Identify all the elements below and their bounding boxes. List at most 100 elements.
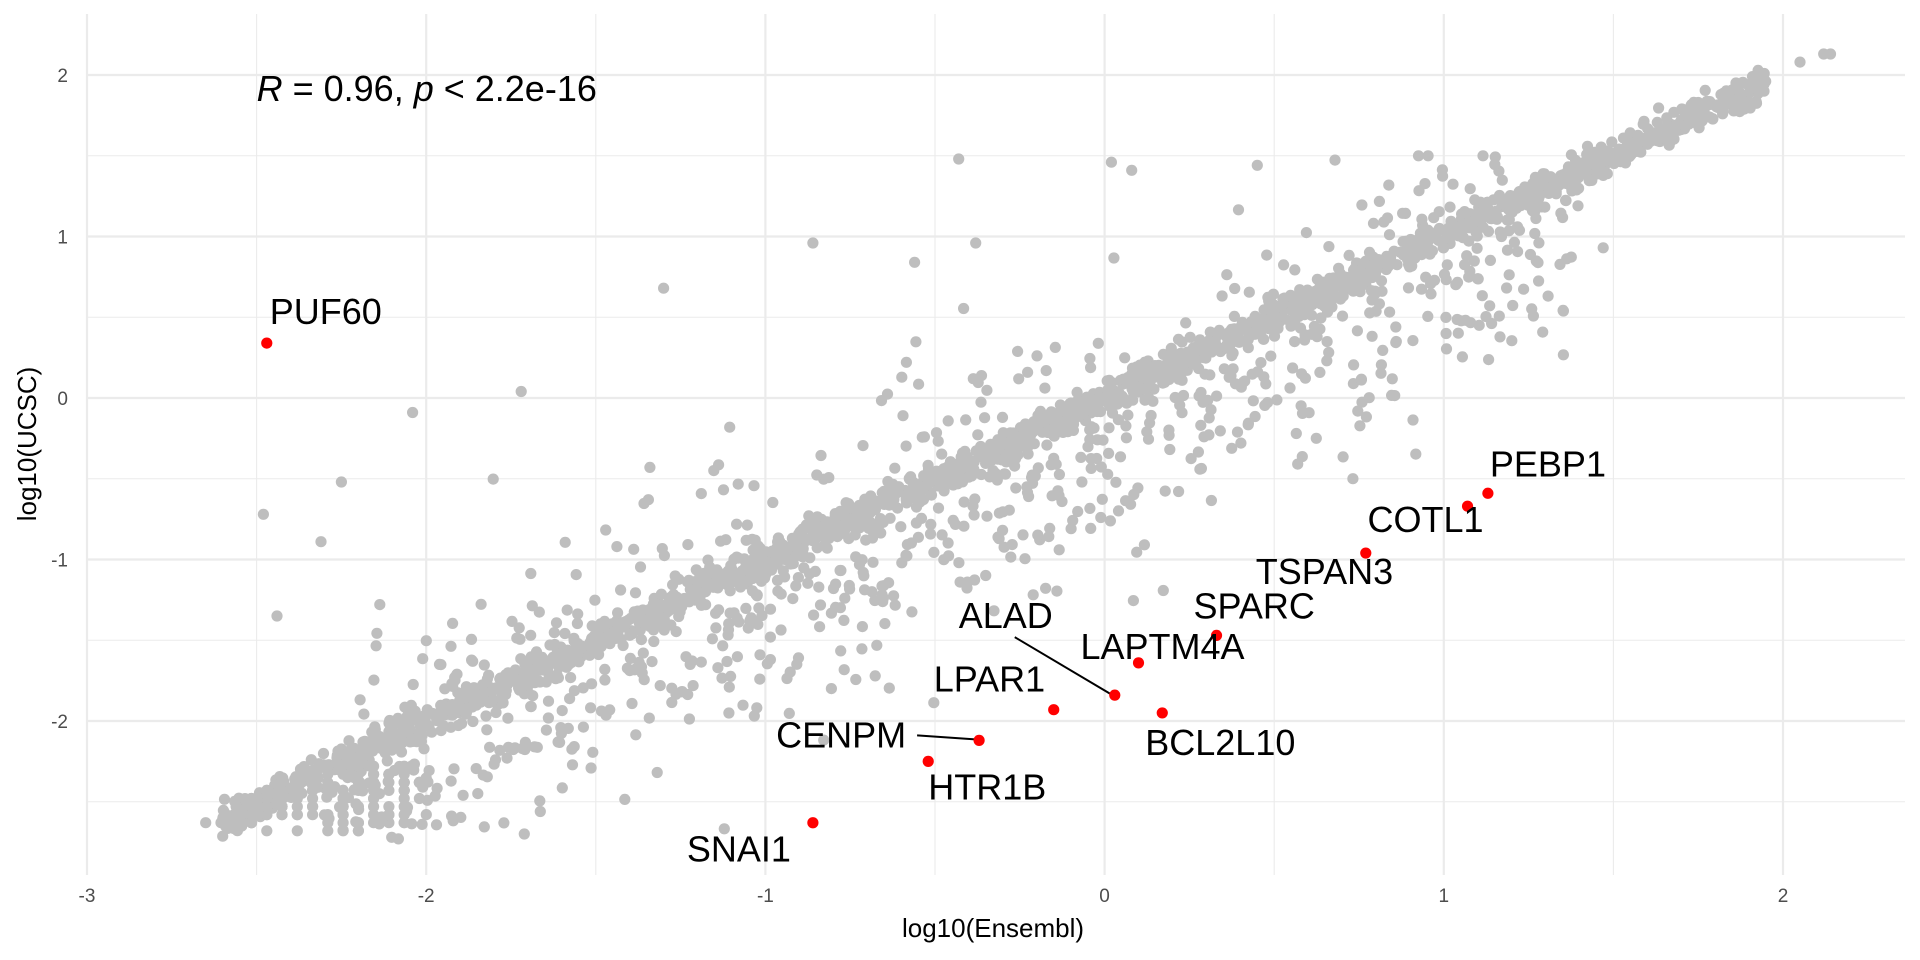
- background-point: [1388, 245, 1400, 257]
- highlight-point: [807, 817, 819, 829]
- background-point: [411, 715, 423, 727]
- background-point: [1204, 369, 1216, 381]
- background-point: [1679, 121, 1691, 133]
- background-point: [1415, 283, 1428, 295]
- background-point: [447, 617, 459, 630]
- highlight-point: [973, 734, 985, 746]
- background-point: [723, 707, 735, 719]
- point-label: HTR1B: [928, 766, 1046, 807]
- background-point: [1581, 140, 1594, 152]
- background-point: [533, 606, 545, 618]
- background-point: [997, 506, 1009, 518]
- background-point: [702, 582, 714, 594]
- background-point: [342, 792, 354, 804]
- background-point: [472, 788, 484, 800]
- background-point: [477, 679, 489, 691]
- background-point: [1311, 331, 1323, 343]
- background-point: [706, 633, 719, 645]
- background-point: [838, 664, 850, 676]
- highlighted-points: [261, 337, 1494, 829]
- background-point: [988, 605, 1000, 617]
- background-point: [1180, 317, 1192, 329]
- background-point: [370, 640, 382, 652]
- background-point: [276, 792, 288, 805]
- background-point: [687, 680, 699, 692]
- background-point: [1072, 505, 1084, 518]
- background-point: [818, 734, 830, 746]
- background-point: [629, 587, 642, 599]
- background-point: [1157, 584, 1169, 597]
- background-points: [200, 48, 1837, 845]
- background-point: [931, 465, 943, 477]
- background-point: [1181, 352, 1193, 364]
- background-point: [756, 563, 768, 575]
- background-point: [1232, 204, 1245, 216]
- background-point: [1051, 585, 1063, 597]
- background-point: [483, 669, 495, 681]
- background-point: [445, 640, 457, 652]
- background-point: [1484, 254, 1496, 266]
- background-point: [1049, 341, 1061, 353]
- background-point: [1000, 456, 1012, 468]
- background-point: [468, 682, 480, 694]
- background-point: [563, 658, 575, 670]
- point-label: COTL1: [1368, 499, 1484, 540]
- background-point: [1084, 433, 1096, 446]
- background-point: [682, 688, 694, 701]
- background-point: [595, 618, 607, 630]
- background-point: [548, 627, 560, 639]
- background-point: [1085, 362, 1097, 374]
- background-point: [626, 697, 638, 710]
- y-tick-label: 1: [57, 228, 68, 249]
- background-point: [1162, 350, 1174, 362]
- background-point: [407, 406, 419, 419]
- background-point: [445, 775, 457, 787]
- background-point: [1299, 329, 1311, 341]
- background-point: [787, 593, 799, 605]
- background-point: [515, 385, 527, 398]
- background-point: [1105, 156, 1117, 168]
- background-point: [1094, 406, 1107, 418]
- background-point: [944, 456, 957, 468]
- background-point: [1141, 426, 1153, 438]
- background-point: [875, 395, 888, 407]
- background-point: [371, 627, 383, 639]
- background-point: [1149, 360, 1161, 372]
- background-point: [1732, 92, 1744, 104]
- background-point: [910, 336, 922, 348]
- background-point: [446, 678, 458, 690]
- background-point: [1440, 311, 1452, 323]
- background-point: [498, 817, 510, 829]
- background-point: [756, 610, 768, 622]
- background-point: [480, 710, 492, 722]
- background-point: [1489, 151, 1501, 163]
- background-point: [451, 668, 463, 680]
- background-point: [716, 672, 728, 684]
- background-point: [891, 502, 904, 514]
- background-point: [1375, 275, 1388, 287]
- background-point: [386, 719, 399, 731]
- background-point: [1433, 222, 1445, 235]
- point-label: LAPTM4A: [1081, 626, 1245, 667]
- background-point: [970, 237, 982, 249]
- background-point: [803, 510, 815, 522]
- background-point: [1493, 310, 1505, 322]
- background-point: [638, 497, 650, 510]
- background-point: [1120, 495, 1132, 507]
- background-point: [837, 526, 849, 538]
- background-point: [1277, 298, 1289, 310]
- background-point: [838, 506, 850, 519]
- background-point: [746, 533, 758, 545]
- background-point: [1096, 493, 1108, 505]
- background-point: [1464, 265, 1476, 277]
- background-point: [1347, 473, 1359, 485]
- background-point: [967, 455, 979, 467]
- background-point: [1412, 150, 1425, 162]
- background-point: [1065, 523, 1077, 535]
- background-point: [291, 776, 303, 789]
- background-point: [519, 658, 531, 670]
- background-point: [373, 788, 385, 800]
- background-point: [530, 663, 543, 675]
- background-point: [1044, 522, 1056, 535]
- background-point: [1373, 195, 1385, 207]
